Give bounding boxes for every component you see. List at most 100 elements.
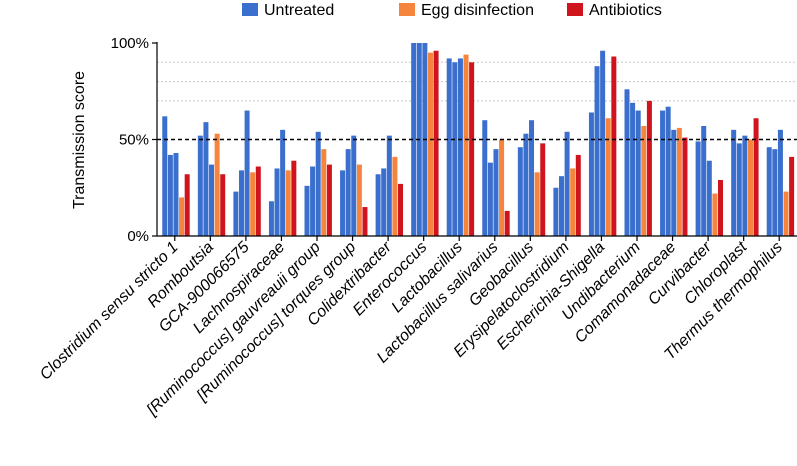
bar [250, 172, 256, 236]
bar [220, 174, 226, 236]
bar [660, 110, 666, 236]
bar-group [624, 89, 652, 237]
bar [665, 106, 671, 236]
bar [351, 135, 357, 236]
bar-group [660, 106, 688, 236]
legend-item: Egg disinfection [399, 2, 534, 19]
bar [718, 180, 724, 236]
bar [671, 129, 677, 236]
bar [570, 168, 576, 236]
bar [173, 153, 179, 236]
bar [624, 89, 630, 236]
bar-group [446, 54, 475, 236]
legend-swatch [567, 3, 583, 16]
bar [274, 168, 280, 236]
bar [375, 174, 381, 236]
bar [575, 154, 581, 236]
bar [706, 160, 712, 236]
bar [777, 129, 783, 236]
bar [167, 154, 173, 236]
y-axis: 0% 50% 100% [111, 35, 158, 245]
bar [315, 131, 321, 236]
bar [789, 156, 795, 236]
bar [326, 164, 332, 236]
bar [611, 56, 617, 237]
bar [469, 62, 475, 236]
bar [238, 170, 244, 236]
bar [600, 50, 606, 236]
x-axis: Clostridium sensu stricto 1RomboutsiaGCA… [37, 235, 797, 419]
bar [783, 191, 789, 236]
bar [310, 166, 316, 236]
bar [340, 170, 346, 236]
bar [695, 141, 701, 236]
bar [482, 120, 488, 236]
legend-label: Antibiotics [589, 2, 662, 19]
bar [676, 127, 682, 236]
bar-group [197, 122, 226, 236]
bar [321, 149, 327, 236]
bar-group [588, 50, 617, 237]
bar [701, 125, 707, 236]
bar [452, 62, 458, 236]
bar [244, 110, 250, 236]
bar-group [553, 131, 581, 236]
bar [534, 172, 540, 236]
bar [179, 197, 185, 236]
x-tick-label: Clostridium sensu stricto 1 [37, 239, 182, 384]
y-tick-label: 50% [119, 132, 149, 149]
bar [753, 118, 759, 236]
bar [747, 139, 753, 236]
bar [540, 143, 546, 236]
bar [736, 143, 742, 236]
bar [712, 193, 718, 236]
bar [285, 170, 291, 236]
gridlines [157, 61, 797, 102]
bar [381, 168, 387, 236]
bar [646, 100, 652, 237]
bar [457, 58, 463, 236]
bar [553, 187, 559, 236]
legend-item: Antibiotics [567, 2, 662, 19]
bar-group [162, 116, 190, 236]
bar [184, 174, 190, 236]
bar [304, 185, 310, 236]
bar [742, 135, 748, 236]
legend-label: Egg disinfection [421, 2, 534, 19]
bar [398, 183, 404, 236]
bar [630, 102, 636, 236]
bar [356, 164, 362, 236]
bar [558, 176, 564, 236]
legend-item: Untreated [242, 2, 334, 19]
bar-group [482, 120, 510, 236]
bar [203, 122, 209, 236]
bar [493, 149, 499, 236]
bar-group [268, 129, 297, 236]
bar [635, 110, 641, 236]
bar-group [695, 125, 724, 236]
bar [427, 52, 433, 237]
bar [731, 129, 737, 236]
bar [682, 137, 688, 236]
bar [564, 131, 570, 236]
bar [504, 210, 510, 236]
bar-group [375, 135, 404, 236]
bar [487, 162, 493, 236]
bar [641, 125, 647, 236]
bar-group [766, 129, 795, 236]
bar [392, 156, 398, 236]
y-tick-label: 0% [127, 228, 149, 245]
bar [517, 147, 523, 236]
bar [233, 191, 239, 236]
bar-group [304, 131, 332, 236]
bar [433, 50, 439, 236]
bar [411, 43, 417, 236]
legend-label: Untreated [264, 2, 334, 19]
bar [463, 54, 469, 236]
legend-swatch [399, 3, 415, 16]
bar-group [340, 135, 368, 236]
bar [268, 201, 274, 236]
bar [291, 160, 297, 236]
bar [214, 133, 220, 236]
bars [162, 43, 795, 237]
